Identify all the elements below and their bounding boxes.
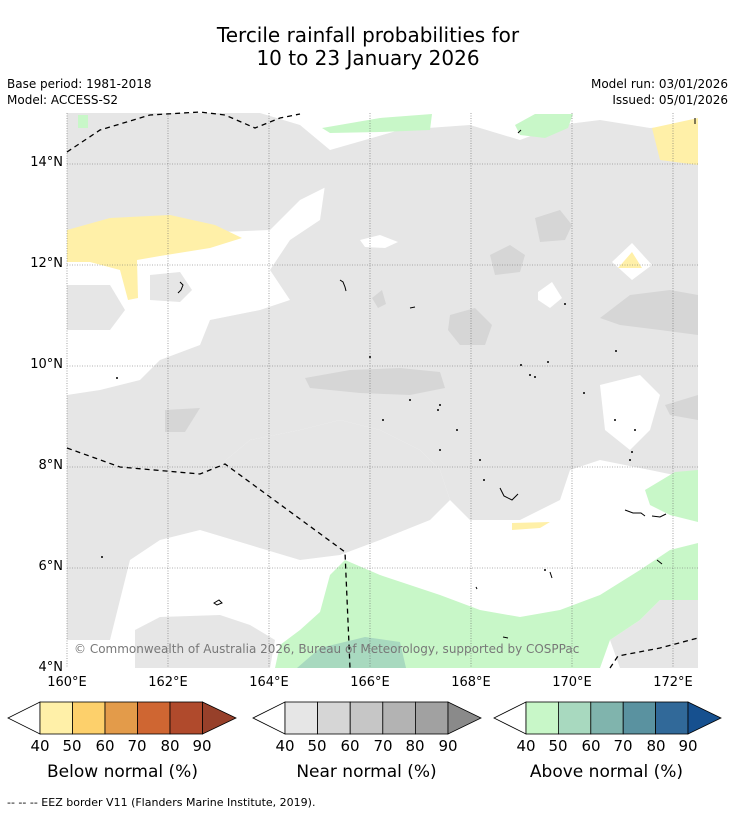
- above-tick-40: 40: [516, 737, 536, 755]
- gridlines: [66, 113, 698, 668]
- base-period: Base period: 1981-2018: [7, 77, 152, 91]
- eez-borders: [66, 111, 699, 669]
- near-normal-legend-title: Near normal (%): [296, 762, 437, 782]
- copyright-notice: © Commonwealth of Australia 2026, Bureau…: [74, 642, 579, 656]
- model-run: Model run: 03/01/2026: [590, 77, 728, 91]
- colorbar-below-normal: [7, 701, 237, 735]
- lon-label-162e: 162°E: [148, 675, 188, 690]
- near-normal-dark-patch-3: [490, 245, 525, 275]
- above-normal-region-north2: [515, 114, 573, 138]
- lat-label-8n: 8°N: [38, 458, 64, 473]
- colorbar-near-normal: [252, 701, 482, 735]
- above-normal-region-east: [645, 470, 698, 522]
- lat-label-12n: 12°N: [30, 256, 63, 271]
- above-normal-region-north3: [78, 115, 88, 128]
- near-tick-70: 70: [373, 737, 393, 755]
- near-normal-region-west3: [150, 272, 192, 302]
- near-normal-dark-patch-7: [165, 408, 200, 432]
- lat-label-4n: 4°N: [38, 660, 64, 675]
- near-normal-dark-patch-2: [448, 308, 492, 345]
- above-normal-region-north1: [322, 114, 432, 133]
- below-normal-region-3: [618, 252, 642, 268]
- below-normal-legend-title: Below normal (%): [47, 762, 198, 782]
- near-normal-region-southwest: [67, 420, 450, 640]
- near-normal-region-southeast: [610, 600, 698, 668]
- below-tick-40: 40: [30, 737, 50, 755]
- near-tick-60: 60: [340, 737, 360, 755]
- below-normal-region-4: [512, 522, 550, 530]
- near-normal-region-west2: [67, 285, 125, 330]
- map-title-line2: 10 to 23 January 2026: [256, 46, 480, 70]
- above-normal-legend-title: Above normal (%): [529, 762, 684, 782]
- lat-label-6n: 6°N: [38, 559, 64, 574]
- lon-label-166e: 166°E: [350, 675, 390, 690]
- lon-label-172e: 172°E: [653, 675, 693, 690]
- white-hole-1: [360, 235, 398, 248]
- near-normal-dark-patch-1: [305, 368, 445, 395]
- below-tick-90: 90: [192, 737, 212, 755]
- near-normal-dark-patch-5: [600, 290, 698, 335]
- below-normal-region-1: [67, 215, 242, 300]
- white-hole-4: [600, 375, 660, 450]
- near-normal-dark-patch-4: [535, 210, 572, 242]
- islets: [101, 303, 636, 571]
- meta-left: Base period: 1981-2018 Model: ACCESS-S2: [7, 76, 152, 108]
- near-normal-dark-patch-8: [372, 290, 386, 308]
- below-tick-70: 70: [127, 737, 147, 755]
- islands: [177, 118, 696, 639]
- above-tick-90: 90: [678, 737, 698, 755]
- below-tick-60: 60: [95, 737, 115, 755]
- lat-label-10n: 10°N: [30, 357, 63, 372]
- lon-label-160e: 160°E: [47, 675, 87, 690]
- map-title-line1: Tercile rainfall probabilities for: [216, 23, 520, 47]
- above-normal-region-dark: [297, 637, 406, 668]
- above-tick-80: 80: [646, 737, 666, 755]
- meta-right: Model run: 03/01/2026 Issued: 05/01/2026: [591, 76, 728, 108]
- above-normal-region-south: [275, 543, 698, 668]
- issued-date: Issued: 05/01/2026: [612, 93, 728, 107]
- near-tick-40: 40: [275, 737, 295, 755]
- near-tick-50: 50: [307, 737, 327, 755]
- lat-label-14n: 14°N: [30, 155, 63, 170]
- above-tick-50: 50: [548, 737, 568, 755]
- near-tick-80: 80: [405, 737, 425, 755]
- above-tick-60: 60: [581, 737, 601, 755]
- eez-border-footnote: -- -- -- EEZ border V11 (Flanders Marine…: [7, 796, 316, 809]
- below-tick-50: 50: [62, 737, 82, 755]
- colorbar-above-normal: [493, 701, 722, 735]
- lon-label-170e: 170°E: [552, 675, 592, 690]
- lon-label-164e: 164°E: [249, 675, 289, 690]
- near-normal-region-southwest2: [135, 615, 275, 668]
- near-tick-90: 90: [438, 737, 458, 755]
- map-shading: [67, 113, 698, 668]
- lon-label-168e: 168°E: [451, 675, 491, 690]
- white-hole-2: [538, 282, 562, 308]
- model-name: Model: ACCESS-S2: [7, 93, 119, 107]
- above-tick-70: 70: [613, 737, 633, 755]
- below-normal-region-2: [652, 118, 698, 165]
- below-tick-80: 80: [160, 737, 180, 755]
